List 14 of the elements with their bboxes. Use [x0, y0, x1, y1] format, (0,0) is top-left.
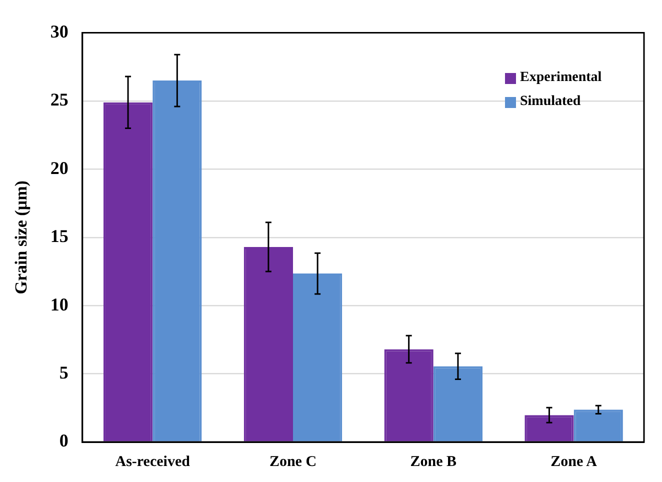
legend-label: Experimental — [520, 70, 602, 86]
x-tick-label: As-received — [115, 454, 191, 470]
y-tick-label: 5 — [59, 362, 68, 382]
legend-label: Simulated — [520, 94, 581, 110]
y-tick-label: 10 — [50, 294, 68, 314]
y-tick-label: 15 — [50, 226, 68, 246]
y-tick-label: 20 — [50, 158, 68, 178]
y-tick-label: 0 — [59, 430, 68, 451]
x-tick-label: Zone A — [550, 454, 598, 470]
x-tick-label: Zone C — [269, 454, 317, 470]
y-tick-label: 30 — [50, 21, 68, 42]
x-tick-label: Zone B — [410, 454, 457, 470]
y-axis-title: Grain size (µm) — [12, 180, 31, 294]
y-tick-label: 25 — [50, 90, 68, 110]
